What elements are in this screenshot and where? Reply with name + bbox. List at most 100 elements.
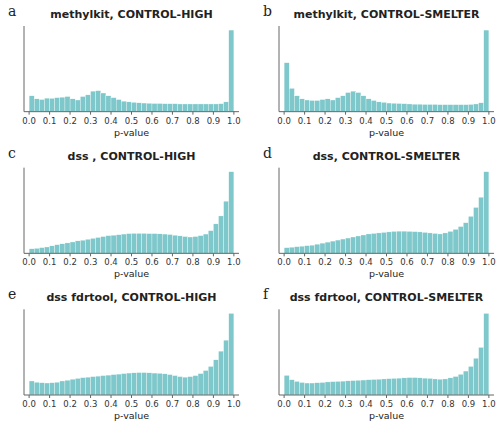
bar	[137, 103, 142, 112]
bar	[294, 247, 299, 254]
x-tick	[29, 253, 30, 256]
x-tick	[233, 253, 234, 256]
bar	[463, 371, 468, 395]
x-tick	[447, 253, 448, 256]
bar	[116, 235, 121, 254]
bar	[203, 234, 208, 253]
bar	[91, 91, 96, 112]
bar	[96, 91, 101, 112]
x-tick	[172, 112, 173, 115]
x-tick	[427, 253, 428, 256]
bar	[402, 231, 407, 253]
x-tick	[345, 253, 346, 256]
bar	[219, 104, 224, 112]
bar	[50, 383, 55, 395]
bar	[157, 373, 162, 395]
bar	[468, 216, 473, 253]
bar	[121, 101, 126, 111]
x-tick	[427, 112, 428, 115]
x-tick	[386, 112, 387, 115]
bar	[126, 234, 131, 254]
bar	[193, 237, 198, 254]
x-tick-label: 0.7	[421, 399, 435, 409]
bar	[229, 313, 234, 395]
bar	[325, 382, 330, 395]
bar	[213, 360, 218, 395]
bar	[310, 100, 315, 111]
bar	[335, 381, 340, 395]
bar	[422, 232, 427, 253]
bar	[397, 104, 402, 112]
bar	[44, 383, 49, 395]
bar	[366, 99, 371, 112]
bar	[376, 233, 381, 253]
bar	[29, 381, 34, 395]
y-axis-line	[24, 26, 25, 112]
bar	[479, 103, 484, 112]
x-tick-label: 0.5	[380, 257, 394, 267]
bar	[468, 366, 473, 395]
bar	[289, 247, 294, 253]
bar	[44, 98, 49, 112]
bar	[427, 378, 432, 395]
bar	[198, 236, 203, 254]
bar	[70, 242, 75, 253]
x-tick	[151, 112, 152, 115]
bar	[299, 382, 304, 395]
bar	[29, 96, 34, 112]
x-tick	[325, 112, 326, 115]
x-tick	[192, 112, 193, 115]
bar	[376, 102, 381, 112]
x-tick-label: 0.2	[63, 399, 77, 409]
bar	[91, 238, 96, 253]
x-tick	[386, 395, 387, 398]
bar	[412, 232, 417, 254]
title: dss, CONTROL-SMELTER	[313, 150, 461, 163]
bar	[39, 248, 44, 254]
bar	[60, 97, 65, 111]
bar	[315, 244, 320, 253]
bar	[356, 236, 361, 253]
x-tick-label: 0.3	[84, 116, 98, 126]
x-tick	[488, 395, 489, 398]
x-tick-label: 0.7	[421, 257, 435, 267]
bar	[412, 104, 417, 111]
bar	[422, 104, 427, 111]
bar	[294, 381, 299, 395]
bar	[80, 240, 85, 253]
title: methylkit, CONTROL-SMELTER	[294, 8, 480, 21]
title: dss fdrtool, CONTROL-HIGH	[46, 291, 216, 304]
x-tick-label: 0.9	[207, 399, 221, 409]
bar	[346, 238, 351, 253]
x-tick-label: 0.4	[359, 399, 373, 409]
bar	[310, 245, 315, 253]
bar	[325, 99, 330, 112]
x-tick	[366, 395, 367, 398]
x-tick-label: 1.0	[482, 116, 496, 126]
x-tick-label: 0.1	[43, 399, 57, 409]
title: dss fdrtool, CONTROL-SMELTER	[290, 291, 484, 304]
bar	[60, 381, 65, 395]
bar	[203, 104, 208, 112]
bar	[320, 243, 325, 253]
x-tick	[151, 395, 152, 398]
bars	[29, 313, 234, 395]
figure: methylkit, CONTROL-HIGHa0.00.10.20.30.40…	[0, 0, 500, 425]
bar	[111, 235, 116, 253]
bar	[208, 104, 213, 112]
bar	[34, 382, 39, 395]
bar	[448, 378, 453, 395]
bar	[188, 104, 193, 112]
bar	[474, 104, 479, 112]
x-tick-label: 0.0	[277, 257, 291, 267]
bar	[315, 383, 320, 395]
x-tick-label: 0.6	[400, 399, 414, 409]
y-axis-line	[279, 26, 280, 112]
bar	[101, 376, 106, 395]
bar	[402, 378, 407, 395]
bar	[50, 98, 55, 111]
bar	[106, 236, 111, 254]
x-tick	[488, 112, 489, 115]
x-tick	[345, 112, 346, 115]
bar	[213, 104, 218, 112]
